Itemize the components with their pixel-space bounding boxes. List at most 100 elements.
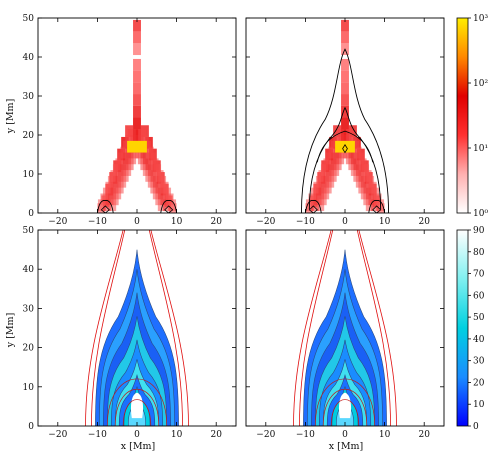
field-line [85,230,124,426]
y-tick-label: 10 [23,170,35,180]
heatmap-cell [370,199,379,212]
heatmap-cell [328,170,337,182]
heatmap-cell [358,170,367,182]
field-line [358,230,397,426]
colorbar-tick-label: 30 [473,357,485,367]
x-tick-label: 20 [418,430,430,440]
colorbar-tick-label: 50 [473,313,485,323]
heatmap-cell [341,94,349,106]
contour-core [342,143,348,154]
x-tick-label: 20 [418,217,430,227]
footpoint-contour [160,200,178,213]
footpoint-contour [304,200,322,213]
field-loop [106,378,168,426]
heatmap-cell [351,140,360,153]
x-tick-label: −20 [256,217,275,227]
colorbar-tick-label: 60 [473,291,485,301]
heatmap-cell [368,193,377,206]
footpoint-contour [164,205,174,213]
heatmap-cell [138,129,147,141]
heatmap-cell [97,199,106,212]
heatmap-cell [108,199,117,212]
y-tick-label: 20 [23,344,35,354]
footpoint-contour [372,205,382,213]
heatmap-cell [155,170,164,182]
heatmap-cell [320,164,329,176]
heatmap-cell [356,164,364,176]
heatmap-cell [341,70,349,83]
y-tick-label: 40 [23,53,35,63]
heatmap-cell [133,70,141,83]
heatmap-cell [318,170,327,182]
heatmap-cell [118,164,126,176]
x-tick-label: −20 [48,430,67,440]
heatmap-cell [341,105,349,118]
heatmap-cell [112,164,121,176]
colorbar-tick-label: 80 [473,248,485,258]
heatmap-cell [153,164,162,176]
y-tick-label: 50 [23,226,35,236]
colorbar-tick-label: 90 [473,226,485,236]
field-line [91,230,126,426]
colorbar-tick-label: 10¹ [473,144,488,154]
colorbar-tick-label: 70 [473,270,485,280]
field-loop [314,378,376,426]
panel-top-right: −20 −10 0 10 20 [245,17,445,227]
heatmap-cell [308,193,317,206]
colorbar-tick-label: 20 [473,378,485,388]
heatmap-cell [363,193,372,206]
field-line [150,230,189,426]
y-tick-label: 10 [23,383,35,393]
colorbar-tick-label: 0 [473,422,479,432]
heatmap-cell [361,164,370,176]
heatmap-cell [143,140,152,153]
heatmap-cell [313,193,322,206]
x-tick-label: −20 [48,217,67,227]
colorbar-tick-label: 10² [473,79,488,89]
heatmap-cell [133,94,141,106]
heatmap-cell [373,193,382,206]
x-tick-label: −10 [296,217,315,227]
heatmap-cell [323,170,332,182]
heatmap-cell [165,193,174,206]
x-tick-label: 20 [210,217,222,227]
heatmap-cell [127,129,136,141]
y-tick-label: 30 [23,92,35,102]
heatmap-cell [350,164,359,176]
heatmap-cell [110,193,119,206]
heatmap-cell [155,193,164,206]
y-axis-label-top: y [Mm] [5,99,16,135]
heatmap-cell [115,170,124,182]
heatmap-cell [133,58,141,71]
heatmap-cell [122,140,131,153]
footpoint-contour [308,205,318,213]
x-axis-label-left: x [Mm] [121,441,156,452]
contour-outer [300,48,390,213]
heatmap-cell [133,129,141,141]
x-tick-label: 0 [342,430,348,440]
y-tick-label: 0 [28,209,34,219]
heatmap-cell [133,105,141,118]
heatmap-cell [150,170,159,182]
heatmap-cell [157,199,166,212]
heatmap-cell [148,164,156,176]
heatmap-core [335,140,355,153]
heatmap-cell [133,43,141,56]
field-loop [122,399,152,426]
colorbar-top: 10³ 10² 10¹ 10⁰ [456,14,488,219]
heatmap-cell [160,193,169,206]
x-tick-label: 10 [171,430,183,440]
x-tick-label: −10 [88,430,107,440]
heatmap-cell [376,199,385,212]
colorbar-gradient [456,17,469,214]
heatmap-cell [133,117,141,130]
heatmap-cell [341,117,349,130]
y-tick-label: 40 [23,265,35,275]
heatmap-cell [145,170,154,182]
panel-bottom-left: −20 −10 0 10 20 0 10 20 30 40 50 [23,226,237,440]
heatmap-cell [341,82,349,95]
y-tick-label: 50 [23,14,35,24]
heatmap-cell [168,199,177,212]
panel-bottom-right: −20 −10 0 10 20 [245,229,445,440]
footpoint-contour [100,205,110,213]
